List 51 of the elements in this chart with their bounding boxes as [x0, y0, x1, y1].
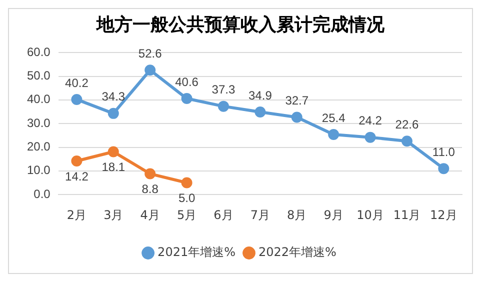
x-tick-label: 4月: [140, 208, 160, 222]
x-tick-label: 10月: [356, 208, 384, 222]
point: [328, 128, 340, 140]
x-tick-label: 5月: [176, 208, 197, 222]
x-tick-label: 6月: [214, 208, 234, 222]
y-tick-label: 10.0: [26, 163, 51, 178]
data-label: 52.6: [138, 46, 162, 60]
y-tick-label: 60.0: [26, 44, 51, 59]
data-label: 40.6: [175, 74, 199, 89]
x-tick-label: 7月: [250, 208, 270, 222]
point: [291, 112, 302, 123]
point: [181, 93, 192, 104]
data-label: 24.2: [358, 114, 382, 128]
point: [71, 155, 82, 166]
point: [108, 146, 119, 158]
y-tick-label: 20.0: [26, 140, 51, 154]
x-tick-label: 2月: [66, 208, 87, 222]
data-label: 34.9: [248, 88, 272, 102]
x-tick-label: 3月: [104, 208, 124, 222]
x-tick-label: 9月: [324, 208, 344, 222]
point: [254, 106, 266, 118]
data-label: 37.3: [212, 82, 236, 97]
data-label: 8.8: [142, 182, 159, 196]
point: [401, 136, 412, 147]
data-label: 32.7: [285, 94, 309, 108]
x-tick-label: 8月: [287, 208, 307, 222]
y-tick-label: 40.0: [26, 92, 51, 106]
data-label: 5.0: [178, 191, 196, 206]
point: [108, 108, 119, 119]
data-label: 18.1: [102, 160, 126, 174]
legend-label: 2022年增速%: [258, 245, 336, 260]
data-label: 34.3: [102, 90, 126, 104]
point: [144, 64, 156, 76]
data-label: 11.0: [432, 144, 456, 159]
point: [218, 100, 229, 112]
x-tick-label: 11月: [393, 208, 421, 222]
y-tick-label: 50.0: [26, 68, 51, 83]
data-label: 40.2: [65, 76, 89, 90]
y-tick-label: 0.0: [34, 186, 51, 201]
x-tick-label: 12月: [430, 208, 458, 222]
legend-label: 2021年增速%: [158, 245, 236, 260]
y-tick-label: 30.0: [26, 116, 51, 130]
point: [144, 168, 156, 180]
point: [364, 132, 376, 143]
data-label: 22.6: [395, 117, 419, 132]
data-label: 14.2: [65, 169, 89, 184]
chart-title: 地方一般公共预算收入累计完成情况: [96, 14, 386, 36]
data-label: 25.4: [322, 110, 346, 125]
point: [438, 163, 450, 174]
point: [181, 177, 192, 188]
point: [71, 94, 82, 105]
